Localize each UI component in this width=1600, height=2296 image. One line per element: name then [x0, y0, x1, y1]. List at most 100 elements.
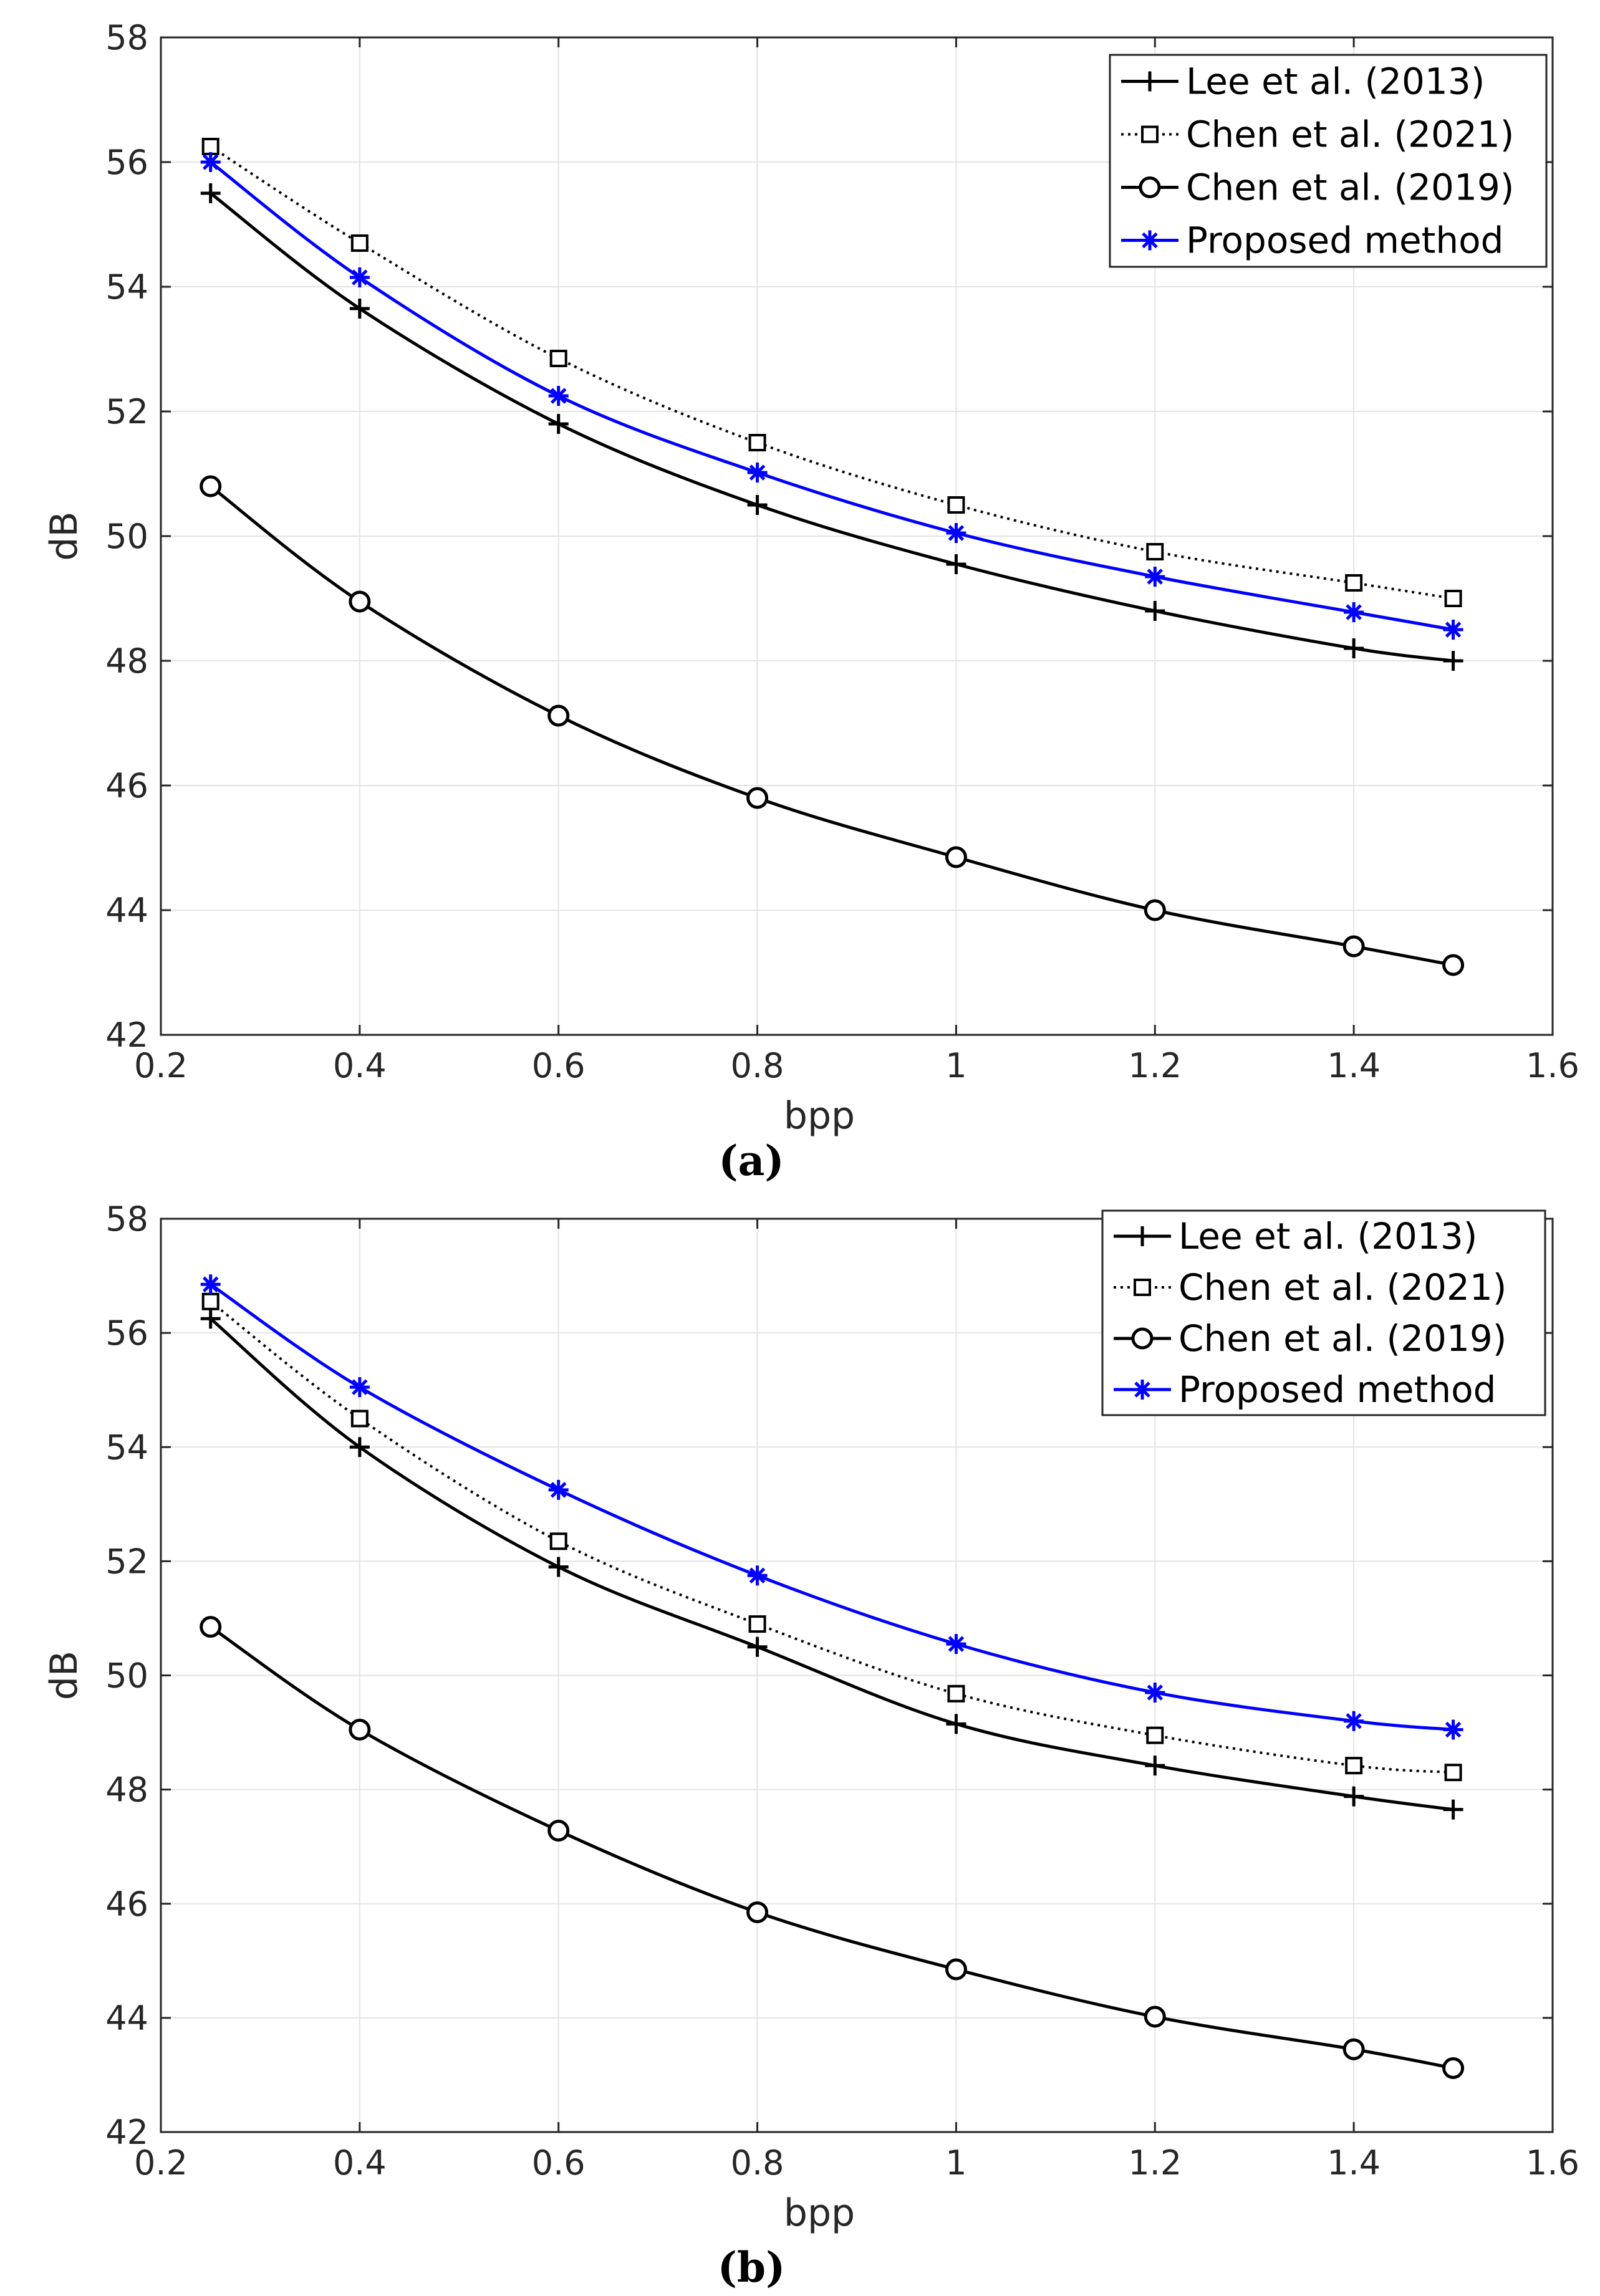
chart-panel-b: 0.2 0.4 0.6 0.8 1 1.2 1.4 1.6 42 44 46 48 50 52 54 56 58… [42, 1199, 1579, 2292]
y-tick-label: 54 [105, 1428, 148, 1467]
x-tick-label: 0.4 [333, 1046, 387, 1085]
x-axis-label: bpp [784, 1094, 855, 1138]
data-point-chen-et-al-2019 [1442, 954, 1465, 976]
y-tick-label: 56 [105, 143, 148, 182]
data-point-chen-et-al-2021 [1345, 574, 1363, 592]
data-point-proposed-method [747, 463, 768, 483]
y-tick-label: 50 [105, 517, 148, 556]
data-point-chen-et-al-2019 [547, 1820, 570, 1842]
x-tick-label: 0.8 [731, 2143, 784, 2183]
x-tick-label: 0.2 [134, 2143, 188, 2183]
data-point-chen-et-al-2021 [1146, 543, 1164, 560]
y-tick-label: 56 [105, 1314, 148, 1353]
y-tick-label: 44 [105, 1999, 148, 2038]
data-point-proposed-method [1443, 620, 1463, 640]
y-axis-label: dB [42, 511, 86, 560]
data-point-chen-et-al-2021 [748, 1615, 766, 1633]
data-point-chen-et-al-2019 [746, 787, 769, 809]
x-tick-label: 1.2 [1128, 2143, 1182, 2183]
axes-box [160, 36, 1554, 1036]
data-point-proposed-method [548, 1479, 569, 1500]
x-tick-label: 1.4 [1327, 2143, 1381, 2183]
data-point-chen-et-al-2019 [547, 704, 570, 727]
legend-marker [1134, 1279, 1151, 1296]
y-tick-label: 42 [105, 2113, 148, 2152]
legend-label: Proposed method [1186, 219, 1503, 262]
y-tick-label: 46 [105, 766, 148, 805]
legend-marker [1131, 1327, 1154, 1350]
data-point-chen-et-al-2021 [1444, 590, 1462, 607]
x-tick-label: 0.6 [532, 1046, 586, 1085]
data-point-lee-et-al-2013 [946, 554, 966, 574]
y-tick-label: 58 [105, 18, 148, 57]
series-line-proposed-method [210, 1283, 1453, 1731]
legend: Lee et al. (2013) Chen et al. (2021) Chen … [1109, 54, 1548, 268]
data-point-proposed-method [1443, 1719, 1463, 1740]
x-tick-label: 1.6 [1526, 1046, 1579, 1085]
data-point-chen-et-al-2019 [349, 590, 371, 613]
legend-label: Chen et al. (2021) [1186, 113, 1514, 156]
data-point-chen-et-al-2021 [947, 1684, 965, 1703]
data-point-chen-et-al-2019 [349, 1718, 371, 1741]
legend-label: Chen et al. (2021) [1178, 1266, 1506, 1309]
data-point-proposed-method [1145, 1682, 1165, 1703]
data-point-chen-et-al-2021 [201, 1292, 219, 1310]
x-tick-label: 0.8 [731, 1046, 784, 1085]
data-point-chen-et-al-2019 [1144, 2005, 1166, 2028]
x-axis-label: bpp [784, 2191, 855, 2235]
data-point-chen-et-al-2019 [1442, 2057, 1465, 2079]
series-line-chen-et-al-2019 [210, 1625, 1454, 2070]
legend-marker [1139, 176, 1161, 198]
data-point-chen-et-al-2021 [947, 496, 965, 514]
data-point-lee-et-al-2013 [747, 495, 768, 515]
data-point-lee-et-al-2013 [1145, 601, 1165, 621]
y-tick-label: 48 [105, 641, 148, 681]
legend-marker [1140, 71, 1160, 92]
data-point-proposed-method [946, 523, 966, 543]
data-point-proposed-method [1145, 567, 1165, 587]
legend: Lee et al. (2013) Chen et al. (2021) Chen … [1101, 1209, 1546, 1416]
legend-label: Lee et al. (2013) [1178, 1215, 1477, 1257]
legend-marker [1132, 1226, 1152, 1246]
series-line-lee-et-al-2013 [210, 1317, 1453, 1812]
data-point-proposed-method [1344, 602, 1364, 622]
data-point-lee-et-al-2013 [1344, 638, 1364, 658]
data-point-chen-et-al-2021 [748, 434, 766, 451]
y-tick-label: 58 [105, 1199, 148, 1239]
series-line-lee-et-al-2013 [210, 192, 1453, 663]
data-point-chen-et-al-2019 [200, 475, 222, 497]
axes-box [160, 1218, 1554, 2133]
y-tick-label: 46 [105, 1885, 148, 1924]
data-point-lee-et-al-2013 [349, 1437, 370, 1458]
y-tick-label: 44 [105, 891, 148, 930]
legend-marker [1141, 125, 1159, 143]
y-tick-label: 42 [105, 1016, 148, 1055]
x-tick-label: 1.4 [1327, 1046, 1381, 1085]
data-point-chen-et-al-2021 [1444, 1764, 1462, 1782]
data-point-chen-et-al-2021 [1345, 1757, 1363, 1775]
data-point-chen-et-al-2019 [945, 1958, 967, 1981]
data-point-proposed-method [1344, 1711, 1364, 1731]
x-tick-label: 0.4 [333, 2143, 387, 2183]
y-tick-label: 52 [105, 1542, 148, 1581]
legend-label: Proposed method [1178, 1368, 1496, 1411]
data-point-chen-et-al-2019 [1342, 935, 1365, 958]
data-point-chen-et-al-2019 [945, 846, 967, 868]
data-point-proposed-method [747, 1565, 768, 1586]
data-point-lee-et-al-2013 [1344, 1786, 1364, 1807]
data-point-lee-et-al-2013 [200, 183, 221, 203]
series-line-chen-et-al-2021 [210, 1300, 1453, 1774]
data-point-proposed-method [548, 386, 569, 406]
y-tick-label: 50 [105, 1656, 148, 1696]
data-point-chen-et-al-2021 [549, 1532, 567, 1550]
legend-marker [1140, 230, 1160, 251]
legend-label: Lee et al. (2013) [1186, 60, 1485, 103]
data-point-proposed-method [200, 152, 221, 172]
y-tick-label: 48 [105, 1770, 148, 1810]
data-point-chen-et-al-2019 [1144, 899, 1166, 921]
x-tick-label: 1 [945, 2143, 966, 2183]
series-line-proposed-method [210, 161, 1454, 632]
data-point-chen-et-al-2021 [549, 350, 567, 367]
data-point-lee-et-al-2013 [548, 414, 569, 434]
